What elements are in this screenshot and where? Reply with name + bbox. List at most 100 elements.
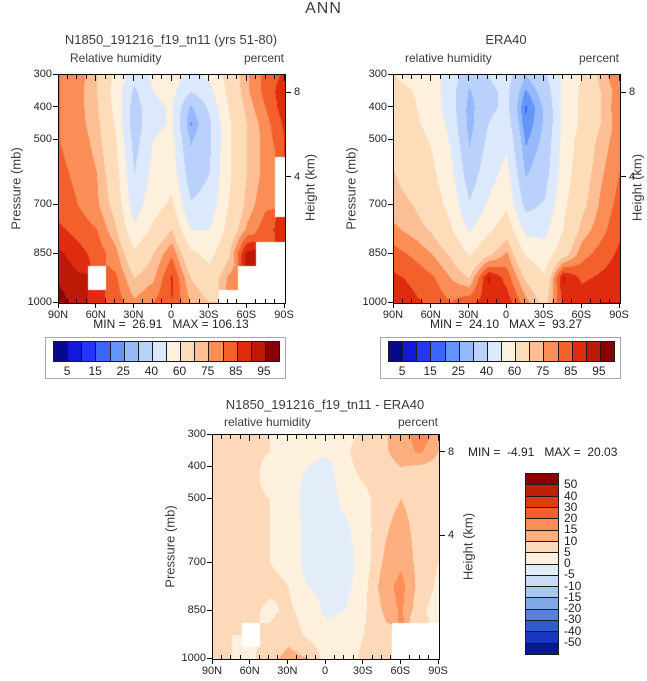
diff-colorbar-segment — [526, 518, 558, 530]
lat-tick-bottom — [399, 659, 401, 664]
lat-tick-top — [437, 435, 439, 441]
lat-tick-top — [580, 75, 582, 81]
lat-tick-bottom — [437, 659, 439, 664]
panel-diff-subtitle-variable: relative humidity — [224, 415, 311, 429]
colorbar-segment — [109, 342, 124, 361]
lat-tick-bottom-minor — [268, 655, 269, 659]
lat-tick-top — [132, 75, 134, 81]
colorbar-label: 25 — [451, 364, 465, 378]
lat-tick-bottom — [392, 303, 394, 308]
diff-colorbar-label: 15 — [564, 522, 578, 537]
height-tick — [286, 91, 291, 93]
height-tick — [440, 534, 445, 536]
height-tick — [286, 176, 291, 178]
lat-tick-top — [590, 75, 592, 79]
lat-tick-bottom — [580, 303, 582, 308]
lat-tick-bottom-minor — [296, 655, 298, 659]
pressure-tick — [388, 301, 393, 303]
lat-tick-top — [296, 435, 298, 439]
latitude-tick-label: 0 — [167, 309, 175, 321]
diff-colorbar-segment — [526, 474, 558, 485]
pressure-tick-label: 700 — [33, 198, 52, 211]
colorbar-label: 85 — [564, 364, 578, 378]
lat-tick-top — [609, 75, 611, 79]
diff-colorbar-label: 5 — [564, 544, 571, 559]
diff-colorbar-label: 0 — [564, 556, 571, 570]
lat-tick-top — [514, 75, 516, 79]
lat-tick-top — [618, 75, 620, 81]
lat-tick-bottom-minor — [264, 299, 266, 303]
lat-tick-top — [505, 75, 507, 81]
diff-colorbar-segment — [526, 597, 558, 609]
lat-tick-bottom-minor — [496, 299, 498, 303]
pressure-tick-label: 500 — [187, 492, 206, 504]
lat-tick-bottom-minor — [66, 299, 68, 303]
lat-tick-bottom — [505, 303, 507, 308]
height-tick-label: 8 — [294, 86, 301, 99]
diff-colorbar-segment — [526, 506, 558, 519]
lat-tick-bottom-minor — [352, 655, 354, 659]
lat-tick-top — [245, 75, 247, 81]
lat-tick-top — [104, 75, 106, 79]
lat-tick-top — [439, 75, 441, 79]
lat-tick-top — [392, 75, 394, 81]
lat-tick-bottom-minor — [161, 299, 163, 303]
colorbar — [53, 341, 280, 362]
diff-colorbar-label: -50 — [564, 634, 582, 649]
lat-tick-bottom-minor — [401, 299, 403, 303]
lat-tick-top — [390, 435, 392, 439]
lat-tick-bottom — [170, 303, 172, 308]
panel-era40-subtitle-variable: relative humidity — [405, 51, 492, 65]
lat-tick-bottom-minor — [439, 299, 441, 303]
colorbar-segment — [151, 342, 166, 361]
lat-tick-top — [268, 435, 269, 439]
diff-colorbar-segment — [526, 642, 558, 654]
lat-tick-top — [286, 435, 288, 441]
colorbar — [388, 341, 615, 362]
lat-tick-top — [571, 75, 573, 79]
lat-tick-bottom — [467, 303, 469, 308]
colorbar-label: 60 — [172, 364, 187, 378]
lat-tick-bottom-minor — [217, 299, 219, 303]
lat-tick-bottom-minor — [76, 299, 78, 303]
lat-tick-bottom-minor — [123, 299, 125, 303]
panel-model-title: N1850_191216_f19_tn11 (yrs 51-80) — [64, 32, 278, 47]
pressure-tick — [388, 203, 393, 205]
latitude-tick-label: 90N — [201, 665, 223, 677]
panel-model-height-axis-label: Height (km) — [302, 153, 318, 222]
colorbar-segment — [222, 342, 237, 361]
pressure-tick-label: 400 — [368, 100, 387, 113]
colorbar-segment — [543, 342, 558, 361]
pressure-tick-label: 1000 — [362, 296, 387, 308]
colorbar-segment — [472, 342, 487, 361]
lat-tick-bottom-minor — [486, 299, 488, 303]
lat-tick-bottom-minor — [142, 299, 144, 303]
panel-diff-pressure-axis-label: Pressure (mb) — [162, 505, 178, 588]
lat-tick-top — [255, 75, 257, 79]
lat-tick-top — [599, 75, 601, 79]
lat-tick-top — [95, 75, 97, 81]
lat-tick-top — [217, 75, 219, 79]
pressure-tick-label: 400 — [187, 460, 206, 472]
lat-tick-bottom-minor — [151, 299, 153, 303]
diff-colorbar-segment — [526, 563, 558, 575]
pressure-tick-label: 400 — [33, 100, 52, 113]
pressure-tick — [53, 252, 58, 254]
lat-tick-top — [562, 75, 563, 79]
height-tick-label: 4 — [629, 170, 636, 183]
lat-tick-bottom — [618, 303, 620, 308]
pressure-tick-label: 700 — [187, 556, 206, 568]
diff-colorbar-segment — [526, 608, 558, 621]
lat-tick-bottom-minor — [255, 299, 257, 303]
lat-tick-top — [467, 75, 469, 81]
lat-tick-bottom — [324, 659, 326, 664]
lat-tick-bottom — [362, 659, 364, 664]
lat-tick-bottom-minor — [390, 655, 392, 659]
lat-tick-top — [258, 435, 260, 439]
colorbar-segment — [166, 342, 181, 361]
lat-tick-top — [324, 435, 326, 441]
lat-tick-bottom — [211, 659, 213, 664]
lat-tick-bottom-minor — [477, 299, 479, 303]
lat-tick-top — [430, 75, 432, 81]
colorbar-label: 5 — [63, 364, 71, 378]
